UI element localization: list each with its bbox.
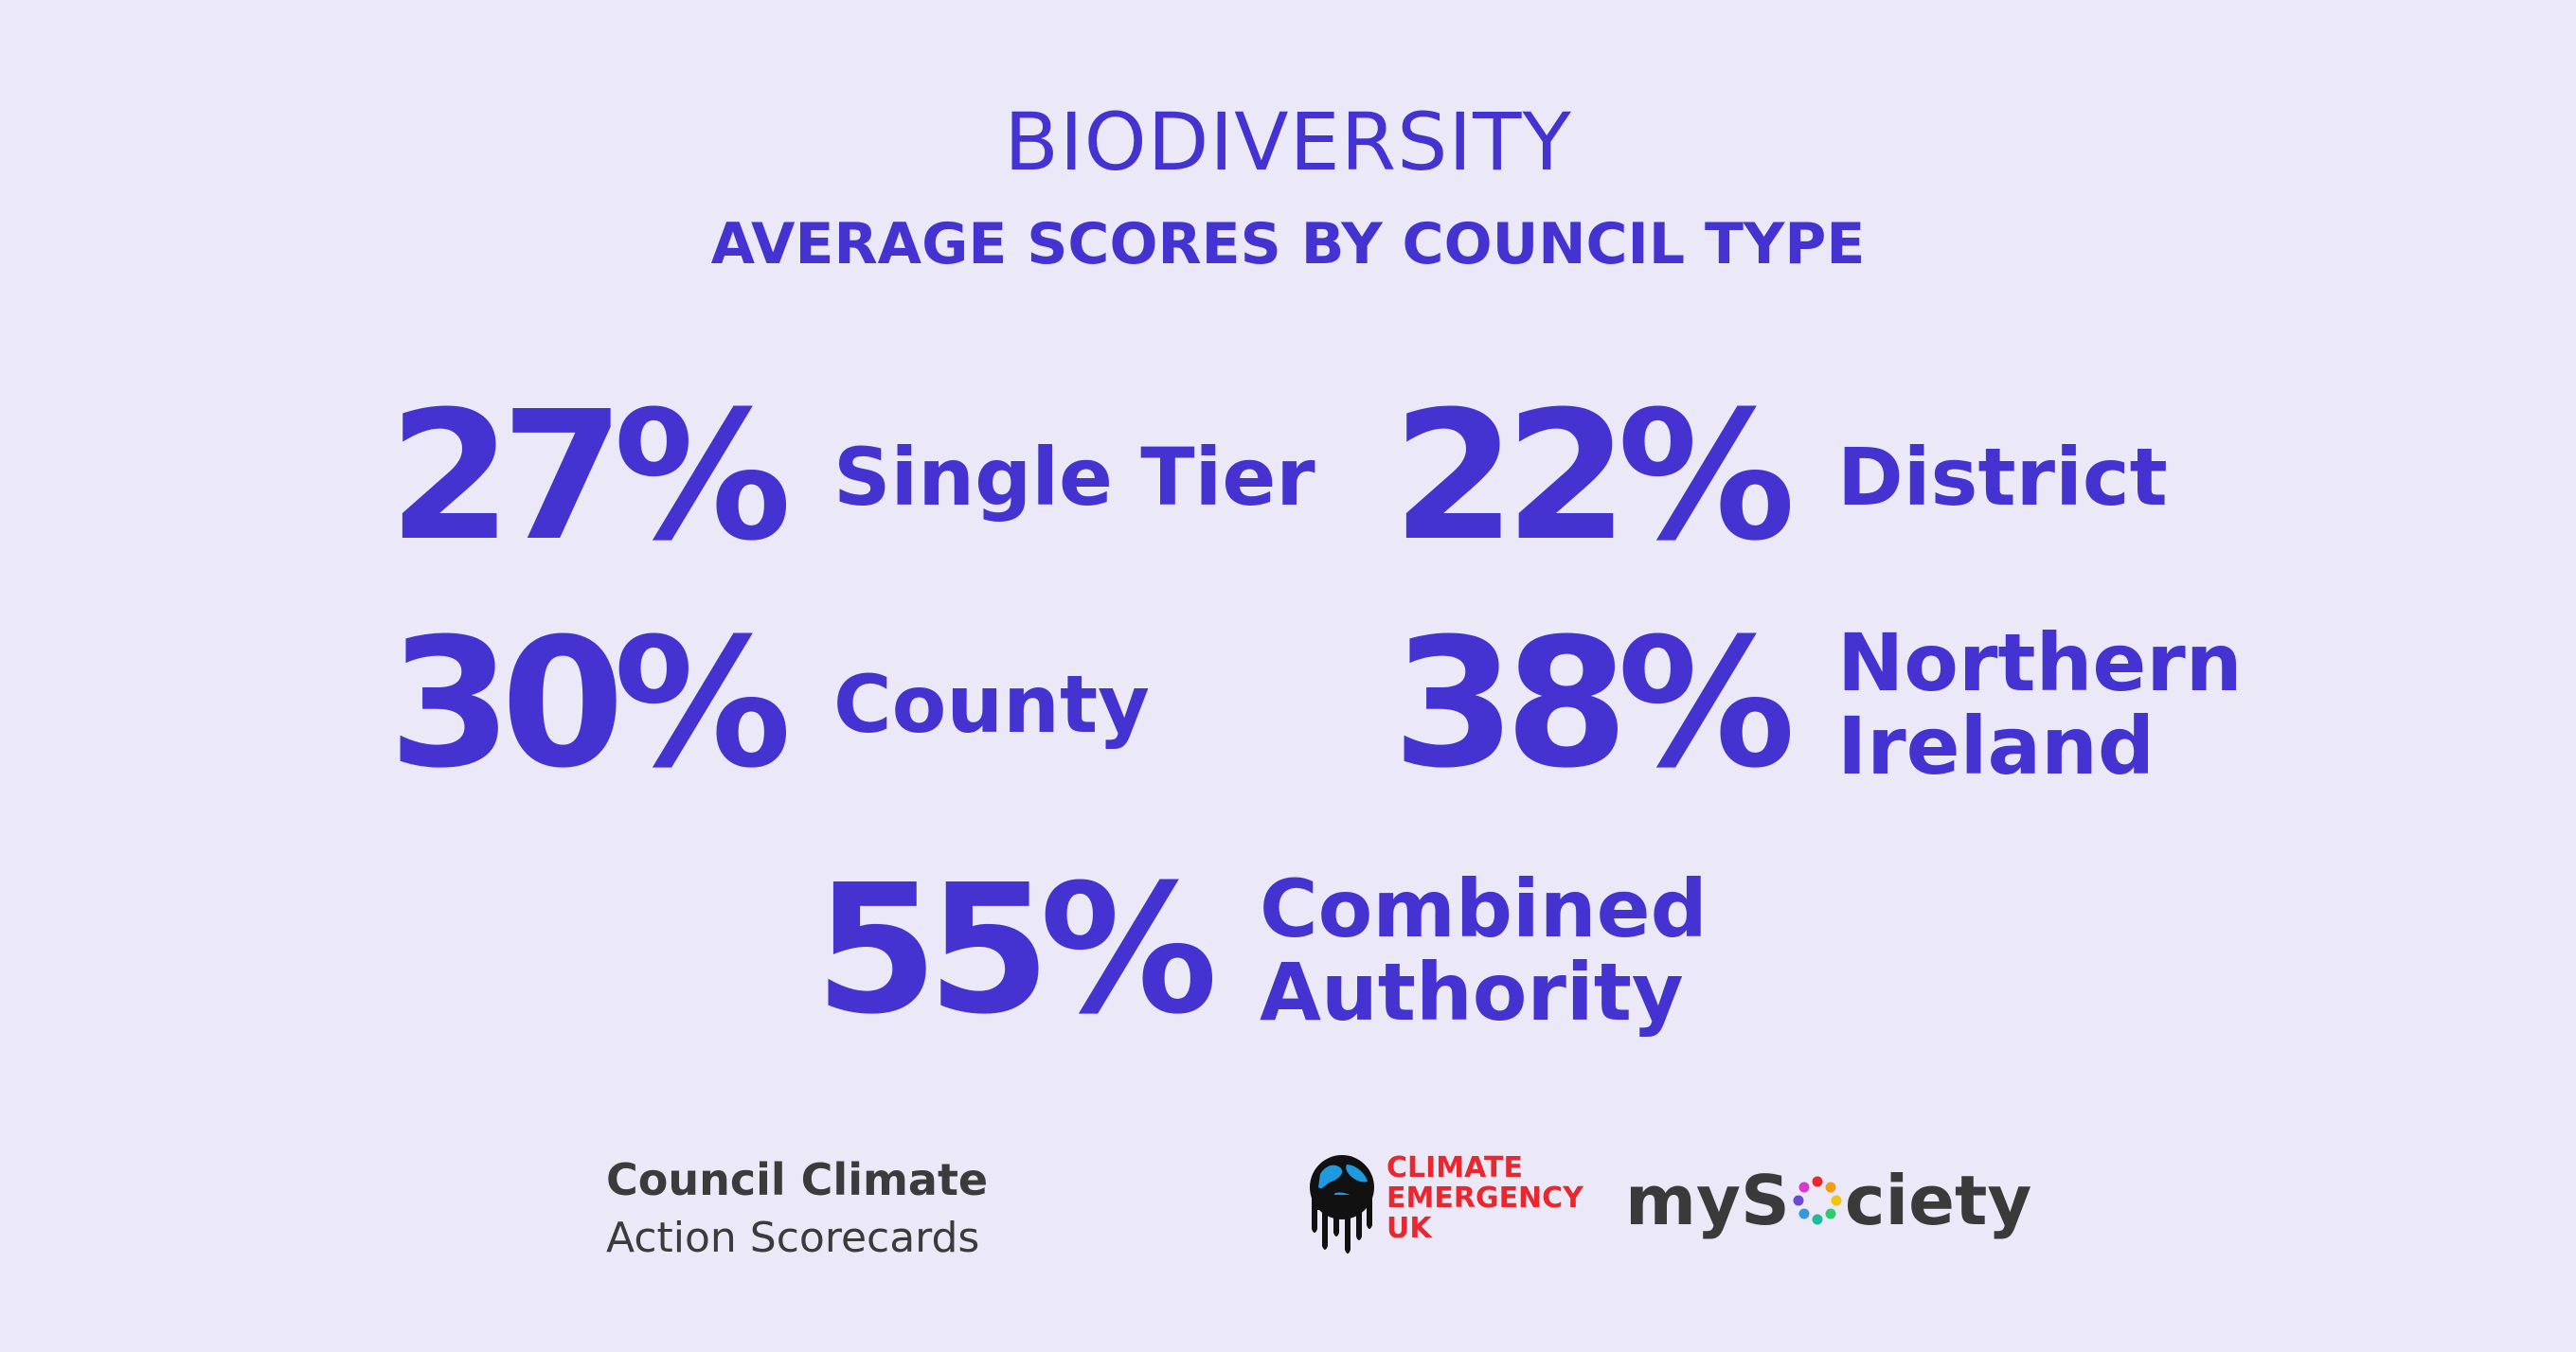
climate-emergency-uk-logo: CLIMATE EMERGENCY UK xyxy=(1307,1153,1583,1254)
brand-line-2: Action Scorecards xyxy=(606,1214,980,1262)
stat-value: 55% xyxy=(814,846,1218,1054)
page-title: BIODIVERSITY xyxy=(1004,96,1572,188)
stat-northern-ireland: 38% Northern Ireland xyxy=(1392,615,2243,793)
ceuk-wordmark: CLIMATE EMERGENCY UK xyxy=(1386,1153,1583,1244)
stat-label: Northern Ireland xyxy=(1837,616,2243,792)
stat-label: District xyxy=(1837,431,2168,524)
stat-label: Combined Authority xyxy=(1260,863,1708,1039)
ceuk-line-1: CLIMATE xyxy=(1386,1151,1523,1184)
brand-line-1: Council Climate xyxy=(606,1154,989,1205)
stat-value: 38% xyxy=(1392,600,1796,808)
melting-globe-icon xyxy=(1310,1155,1374,1254)
ceuk-line-2: EMERGENCY xyxy=(1386,1182,1583,1215)
stat-county: 30% County xyxy=(388,615,1150,793)
stat-combined-authority: 55% Combined Authority xyxy=(814,862,1708,1040)
ceuk-line-3: UK xyxy=(1386,1212,1432,1245)
stat-district: 22% District xyxy=(1392,388,2168,566)
scorecards-brand: Council Climate Action Scorecards xyxy=(606,1150,988,1268)
stat-value: 22% xyxy=(1392,373,1796,580)
stat-value: 30% xyxy=(388,600,792,808)
stat-single-tier: 27% Single Tier xyxy=(388,388,1315,566)
mysociety-logo: myS ciety xyxy=(1625,1166,2031,1235)
mysociety-text-start: myS xyxy=(1625,1161,1790,1240)
mysociety-text-end: ciety xyxy=(1844,1161,2032,1240)
page-subtitle: AVERAGE SCORES BY COUNCIL TYPE xyxy=(710,211,1866,277)
stat-label: Single Tier xyxy=(833,431,1315,524)
stat-value: 27% xyxy=(388,373,792,580)
stat-label: County xyxy=(833,658,1150,751)
dot-ring-icon xyxy=(1793,1176,1842,1225)
